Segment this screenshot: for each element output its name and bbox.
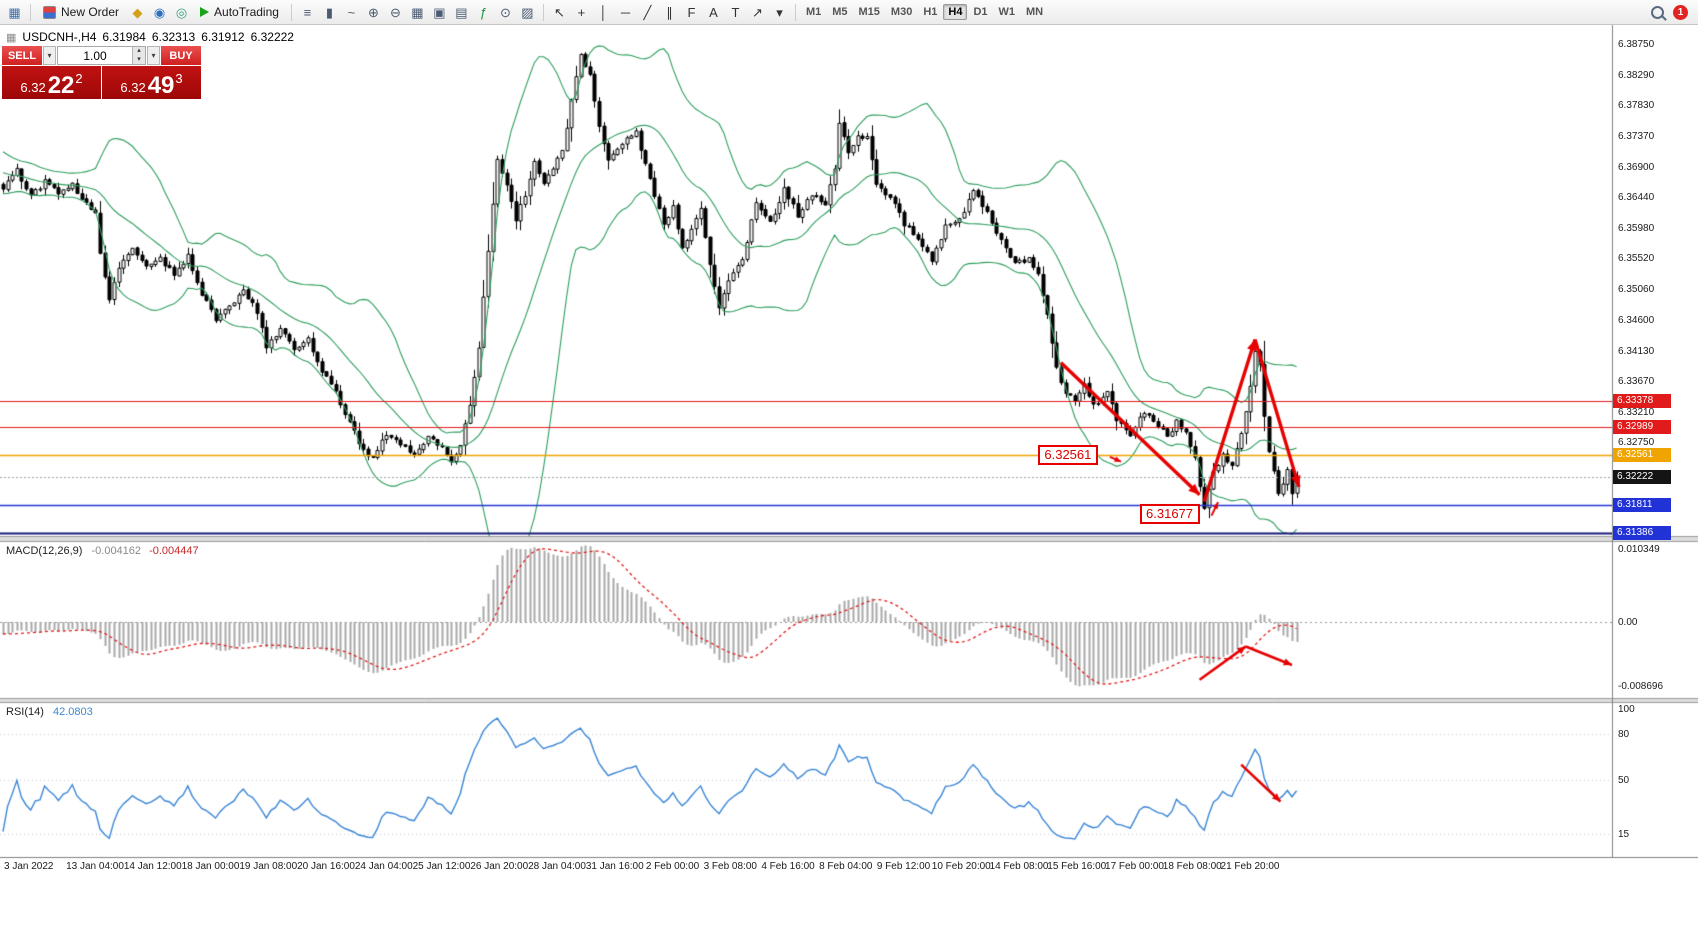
toolbar-objects-group: ↖ + │ ─ ╱ ∥ F A T ↗ ▾ xyxy=(549,2,790,22)
crosshair-icon[interactable]: + xyxy=(577,4,586,20)
timeframe-h4[interactable]: H4 xyxy=(943,4,968,20)
period-icon[interactable]: ⊙ xyxy=(500,4,511,20)
buy-price-big-figure: 6.32 xyxy=(120,80,146,96)
macd-signal-value: -0.004447 xyxy=(149,545,199,557)
text-icon[interactable]: A xyxy=(709,4,718,20)
macd-label: MACD(12,26,9) -0.004162 -0.004447 xyxy=(6,545,199,557)
timeframe-mn[interactable]: MN xyxy=(1026,6,1044,18)
timeframe-m5[interactable]: M5 xyxy=(832,6,848,18)
toolbar-separator xyxy=(290,3,292,21)
price-annotation-flag[interactable]: 6.31677 xyxy=(1139,503,1200,524)
buy-price-point: 3 xyxy=(175,71,183,86)
open-value: 6.31984 xyxy=(102,30,146,44)
toolbar-separator xyxy=(542,3,544,21)
macd-value: -0.004162 xyxy=(91,545,142,557)
volume-spinner[interactable]: ▴ ▾ xyxy=(132,47,145,64)
cursor-icon[interactable]: ↖ xyxy=(554,4,565,20)
rsi-label: RSI(14) 42.0803 xyxy=(6,706,93,718)
buy-button[interactable]: BUY xyxy=(161,46,201,65)
volume-input[interactable] xyxy=(57,46,146,65)
close-value: 6.32222 xyxy=(250,30,294,44)
vertical-line-icon[interactable]: │ xyxy=(599,4,608,20)
timeframe-m30[interactable]: M30 xyxy=(890,6,913,18)
autotrading-play-icon xyxy=(200,7,210,17)
sell-price-pips: 22 xyxy=(47,71,75,99)
timeframe-m1[interactable]: M1 xyxy=(805,6,822,18)
timeframe-m15[interactable]: M15 xyxy=(858,6,880,18)
symbol-period: USDCNH-,H4 xyxy=(22,30,97,44)
chart-icon: ▦ xyxy=(6,31,17,44)
toolbar-left-group: ▦ xyxy=(4,2,25,22)
rsi-name: RSI(14) xyxy=(6,706,44,718)
buy-price-pips: 49 xyxy=(147,71,175,99)
macd-name: MACD(12,26,9) xyxy=(6,545,83,557)
timeframe-d1[interactable]: D1 xyxy=(973,6,988,18)
candlestick-chart-icon[interactable]: ▮ xyxy=(325,4,334,20)
new-order-label: New Order xyxy=(61,5,120,19)
timeframe-h1[interactable]: H1 xyxy=(923,6,938,18)
line-chart-icon[interactable]: ~ xyxy=(347,4,356,20)
timeframe-toolbar: M1 M5 M15 M30 H1 H4 D1 W1 MN xyxy=(801,4,1048,20)
autotrading-label: AutoTrading xyxy=(214,5,279,19)
templates-icon[interactable]: ▨ xyxy=(521,4,534,20)
zoom-out-icon[interactable]: ⊖ xyxy=(390,4,401,20)
toolbar-chart-group: ≡ ▮ ~ ⊕ ⊖ ▦ ▣ ▤ ƒ ⊙ ▨ xyxy=(297,2,538,22)
label-icon[interactable]: T xyxy=(731,4,740,20)
arrange-windows-icon[interactable]: ▤ xyxy=(455,4,468,20)
horizontal-line-icon[interactable]: ─ xyxy=(620,4,631,20)
toolbar: ▦ New Order ◆ ◉ ◎ AutoTrading ≡ ▮ ~ ⊕ ⊖ ▦ ▣ ▤ ƒ ⊙ ▨ … xyxy=(0,0,1698,25)
one-click-trading-panel: SELL ▾ ▴ ▾ ▾ BUY 6.32 22 2 6.32 49 3 xyxy=(2,46,201,99)
low-value: 6.31912 xyxy=(201,30,245,44)
sell-button[interactable]: SELL xyxy=(2,46,42,65)
toolbar-separator xyxy=(30,3,31,21)
sell-options-dropdown[interactable]: ▾ xyxy=(43,46,56,65)
metaeditor-icon[interactable]: ◆ xyxy=(132,4,143,20)
notification-badge[interactable]: 1 xyxy=(1673,4,1688,20)
high-value: 6.32313 xyxy=(151,30,196,44)
arrows-icon[interactable]: ↗ xyxy=(752,4,763,20)
toolbar-mid-group: ◆ ◉ ◎ xyxy=(127,2,192,22)
cascade-windows-icon[interactable]: ▣ xyxy=(433,4,446,20)
new-order-button[interactable]: New Order xyxy=(36,2,126,22)
market-watch-icon[interactable]: ◉ xyxy=(153,4,166,20)
new-chart-icon[interactable]: ▦ xyxy=(8,4,21,20)
buy-price-button[interactable]: 6.32 49 3 xyxy=(102,66,201,99)
bar-chart-icon[interactable]: ≡ xyxy=(303,4,312,20)
zoom-in-icon[interactable]: ⊕ xyxy=(368,4,379,20)
chevron-down-icon: ▾ xyxy=(47,51,52,60)
fibonacci-icon[interactable]: F xyxy=(687,4,696,20)
sell-price-big-figure: 6.32 xyxy=(20,80,46,96)
timeframe-w1[interactable]: W1 xyxy=(998,6,1016,18)
tile-windows-icon[interactable]: ▦ xyxy=(411,4,424,20)
new-order-icon xyxy=(43,5,56,19)
buy-options-dropdown[interactable]: ▾ xyxy=(147,46,160,65)
autotrading-button[interactable]: AutoTrading xyxy=(193,2,286,22)
chart-ohlc-title: ▦ USDCNH-,H4 6.31984 6.32313 6.31912 6.3… xyxy=(6,30,294,44)
sell-price-point: 2 xyxy=(75,71,83,86)
sell-price-button[interactable]: 6.32 22 2 xyxy=(2,66,101,99)
spin-down-icon[interactable]: ▾ xyxy=(137,55,141,63)
indicators-icon[interactable]: ƒ xyxy=(479,4,488,20)
chevron-down-icon: ▾ xyxy=(151,51,156,60)
search-icon[interactable] xyxy=(1647,2,1668,22)
channel-icon[interactable]: ∥ xyxy=(666,4,673,20)
trendline-icon[interactable]: ╱ xyxy=(643,4,652,20)
spin-up-icon[interactable]: ▴ xyxy=(137,47,141,54)
toolbar-separator xyxy=(794,3,796,21)
rsi-value: 42.0803 xyxy=(52,706,93,718)
objects-dropdown-icon[interactable]: ▾ xyxy=(776,4,783,20)
data-window-icon[interactable]: ◎ xyxy=(175,4,188,20)
volume-field: ▴ ▾ xyxy=(57,46,146,65)
price-annotation-flag[interactable]: 6.32561 xyxy=(1037,444,1098,465)
